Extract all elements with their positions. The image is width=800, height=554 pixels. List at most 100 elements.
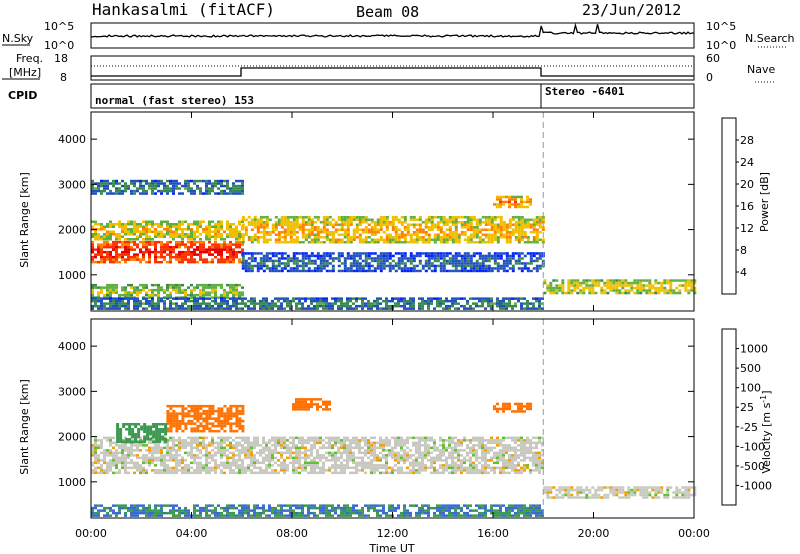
data-cell — [451, 262, 455, 265]
data-cell — [166, 230, 169, 233]
data-cell — [268, 466, 271, 470]
data-cell — [436, 454, 439, 457]
data-cell — [523, 200, 526, 204]
data-cell — [283, 464, 286, 467]
data-cell — [226, 248, 229, 251]
data-cell — [355, 231, 359, 234]
data-cell — [535, 233, 539, 236]
data-cell — [561, 279, 565, 282]
data-cell — [454, 254, 458, 258]
data-cell — [472, 231, 476, 234]
data-cell — [373, 269, 377, 273]
data-cell — [202, 446, 205, 450]
data-cell — [430, 257, 434, 260]
data-cell — [175, 449, 178, 452]
data-cell — [475, 223, 479, 226]
data-cell — [160, 220, 163, 223]
data-cell — [304, 252, 308, 255]
data-cell — [433, 252, 437, 255]
data-cell — [187, 436, 190, 440]
data-cell — [277, 464, 280, 467]
data-cell — [666, 279, 670, 282]
data-cell — [217, 243, 220, 246]
data-cell — [603, 291, 607, 295]
data-cell — [328, 241, 332, 244]
data-cell — [331, 454, 334, 457]
data-cell — [472, 236, 476, 239]
data-cell — [121, 258, 124, 261]
data-cell — [208, 245, 211, 249]
data-cell — [394, 233, 398, 236]
data-cell — [325, 218, 329, 221]
data-cell — [109, 233, 112, 236]
data-cell — [208, 461, 211, 465]
data-cell — [672, 291, 676, 295]
data-cell — [292, 254, 296, 258]
data-cell — [127, 449, 130, 452]
data-cell — [469, 269, 473, 273]
data-cell — [214, 182, 217, 185]
data-cell — [436, 297, 439, 300]
data-cell — [385, 444, 388, 447]
data-cell — [130, 240, 133, 244]
data-cell — [690, 286, 694, 290]
data-cell — [100, 441, 103, 445]
data-cell — [496, 456, 499, 460]
data-cell — [181, 260, 184, 264]
data-cell — [157, 302, 160, 305]
data-cell — [469, 226, 473, 229]
data-cell — [367, 466, 370, 470]
data-cell — [211, 304, 214, 308]
data-cell — [208, 454, 211, 457]
data-cell — [193, 230, 196, 233]
data-cell — [657, 281, 661, 285]
data-cell — [451, 451, 454, 455]
data-cell — [274, 241, 278, 244]
data-cell — [127, 238, 130, 241]
data-cell — [193, 182, 196, 185]
data-cell — [301, 221, 305, 224]
data-cell — [268, 461, 271, 465]
data-cell — [478, 228, 482, 231]
data-cell — [307, 259, 311, 263]
data-cell — [250, 456, 253, 460]
data-cell — [448, 218, 452, 221]
data-cell — [244, 231, 248, 234]
data-cell — [436, 259, 440, 263]
data-cell — [340, 469, 343, 472]
data-cell — [511, 461, 514, 465]
data-cell — [472, 307, 475, 310]
data-cell — [523, 205, 526, 209]
data-cell — [472, 449, 475, 452]
data-cell — [538, 299, 541, 303]
data-cell — [505, 262, 509, 265]
data-cell — [442, 264, 446, 268]
data-cell — [529, 449, 532, 452]
data-cell — [478, 218, 482, 221]
data-cell — [412, 269, 416, 273]
data-cell — [127, 258, 130, 261]
data-cell — [244, 471, 247, 475]
data-cell — [373, 302, 376, 305]
data-cell — [675, 279, 679, 282]
data-cell — [259, 469, 262, 472]
data-cell — [606, 279, 610, 282]
data-cell — [418, 228, 422, 231]
data-cell — [220, 461, 223, 465]
data-cell — [145, 471, 148, 475]
data-cell — [675, 286, 679, 290]
data-cell — [283, 264, 287, 268]
data-cell — [253, 446, 256, 450]
data-cell — [169, 233, 172, 236]
data-cell — [136, 223, 139, 226]
data-cell — [280, 307, 283, 310]
data-cell — [532, 304, 535, 308]
data-cell — [277, 262, 281, 265]
data-cell — [415, 236, 419, 239]
data-cell — [175, 459, 178, 462]
data-cell — [160, 240, 163, 244]
data-cell — [472, 267, 476, 270]
data-cell — [523, 469, 526, 472]
colorbar-tick-label: 24 — [740, 156, 754, 169]
data-cell — [442, 469, 445, 472]
